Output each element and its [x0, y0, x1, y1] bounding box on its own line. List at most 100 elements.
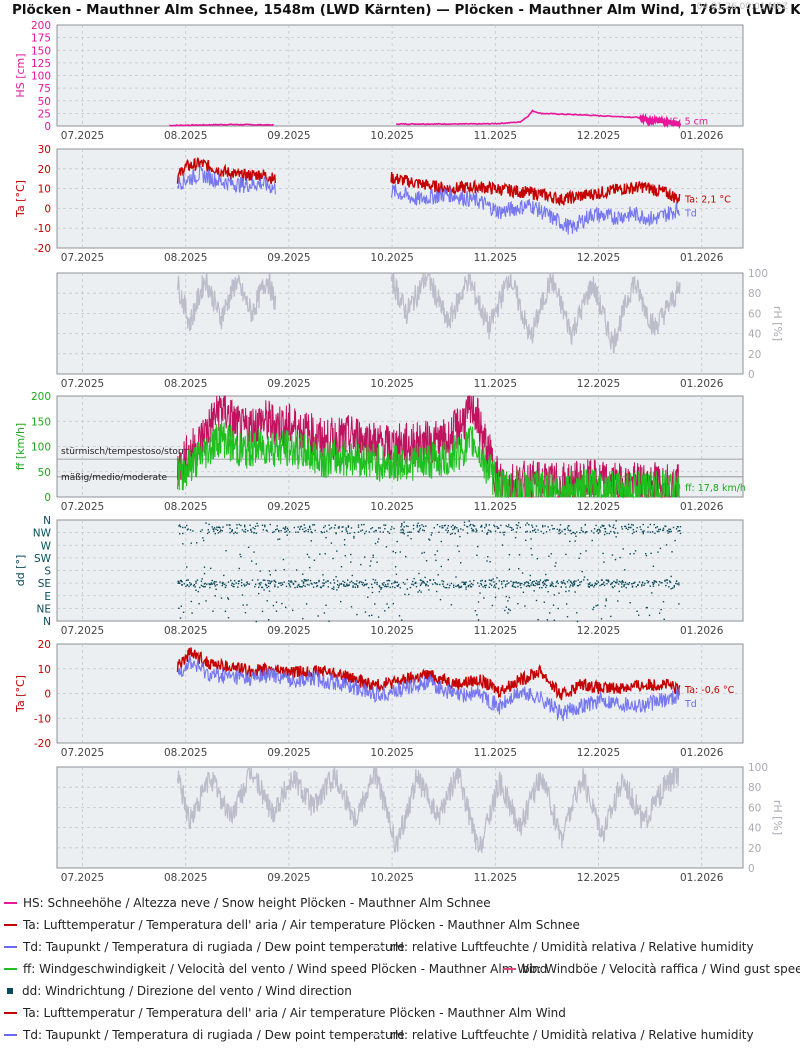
direction-point [659, 528, 662, 531]
direction-point [455, 576, 457, 578]
direction-point [463, 582, 466, 585]
direction-point [307, 530, 309, 533]
x-tick-label: 12.2025 [577, 501, 620, 513]
direction-point [634, 550, 637, 552]
direction-point [179, 579, 182, 582]
direction-point [447, 559, 449, 561]
y-axis-label: Ta [°C] [14, 675, 27, 713]
direction-point [525, 531, 527, 533]
direction-point [249, 524, 251, 526]
direction-point [555, 562, 557, 564]
direction-point [394, 586, 396, 589]
direction-point [480, 580, 482, 582]
direction-point [233, 532, 235, 535]
direction-point [244, 531, 247, 533]
direction-point [605, 599, 607, 602]
direction-point [487, 529, 490, 531]
direction-point [230, 579, 232, 582]
y-tick-label: 10 [38, 664, 51, 676]
direction-point [601, 524, 603, 527]
direction-point [344, 585, 346, 587]
direction-point [578, 557, 580, 559]
direction-point [435, 583, 437, 585]
direction-point [451, 532, 453, 535]
direction-point [288, 580, 290, 582]
y-tick-label: S [44, 566, 51, 578]
x-tick-label: 08.2025 [164, 378, 207, 390]
y-tick-label: 40 [748, 329, 761, 341]
direction-point [652, 583, 655, 585]
direction-point [666, 579, 668, 581]
direction-point [613, 524, 615, 526]
direction-point [675, 528, 678, 530]
direction-point [328, 524, 330, 526]
direction-point [593, 584, 596, 587]
direction-point [445, 529, 447, 531]
x-tick-label: 11.2025 [474, 625, 517, 637]
direction-point [385, 546, 388, 548]
direction-point [396, 585, 398, 587]
direction-point [629, 553, 631, 555]
direction-point [677, 526, 679, 528]
direction-point [364, 579, 367, 581]
direction-point [198, 603, 200, 605]
direction-point [238, 523, 240, 526]
direction-point [318, 580, 320, 583]
direction-point [678, 603, 680, 605]
direction-point [679, 532, 682, 535]
direction-point [217, 526, 220, 528]
direction-point [285, 530, 288, 533]
series-line-td [390, 184, 681, 235]
direction-point [456, 585, 459, 587]
direction-point [632, 524, 634, 526]
direction-point [434, 582, 436, 584]
direction-point [387, 583, 389, 585]
direction-point [434, 554, 436, 556]
direction-point [648, 580, 650, 583]
legend-swatch-ta-snow [4, 924, 17, 926]
direction-point [334, 524, 336, 526]
y-tick-label: SW [34, 553, 52, 565]
direction-point [418, 525, 421, 527]
direction-point [301, 586, 303, 588]
direction-point [295, 580, 297, 583]
direction-point [460, 528, 462, 530]
direction-point [423, 551, 425, 554]
value-annotation-td: Td [684, 699, 697, 710]
direction-point [415, 581, 417, 584]
direction-point [518, 568, 520, 570]
direction-point [387, 585, 389, 588]
direction-point [634, 581, 636, 583]
direction-point [459, 535, 461, 538]
direction-point [660, 582, 662, 584]
direction-point [441, 527, 443, 529]
direction-point [508, 596, 511, 599]
x-tick-label: 09.2025 [267, 130, 310, 142]
direction-point [446, 587, 448, 589]
direction-point [354, 586, 357, 588]
direction-point [181, 581, 183, 583]
direction-point [341, 530, 343, 533]
direction-point [215, 588, 217, 590]
direction-point [545, 579, 548, 581]
direction-point [292, 609, 294, 612]
direction-point [309, 566, 311, 569]
direction-point [384, 524, 387, 526]
direction-point [202, 585, 204, 587]
direction-point [593, 586, 595, 588]
direction-point [458, 586, 460, 589]
x-tick-label: 11.2025 [474, 747, 517, 759]
direction-point [266, 600, 268, 602]
direction-point [530, 547, 532, 550]
direction-point [204, 585, 206, 588]
direction-point [596, 583, 598, 585]
direction-point [562, 579, 565, 582]
direction-point [393, 527, 395, 530]
direction-point [649, 523, 651, 526]
direction-point [528, 585, 530, 587]
direction-point [670, 588, 672, 590]
y-tick-label: N [43, 515, 51, 527]
direction-point [493, 586, 495, 588]
direction-point [219, 581, 221, 583]
direction-point [518, 582, 520, 584]
